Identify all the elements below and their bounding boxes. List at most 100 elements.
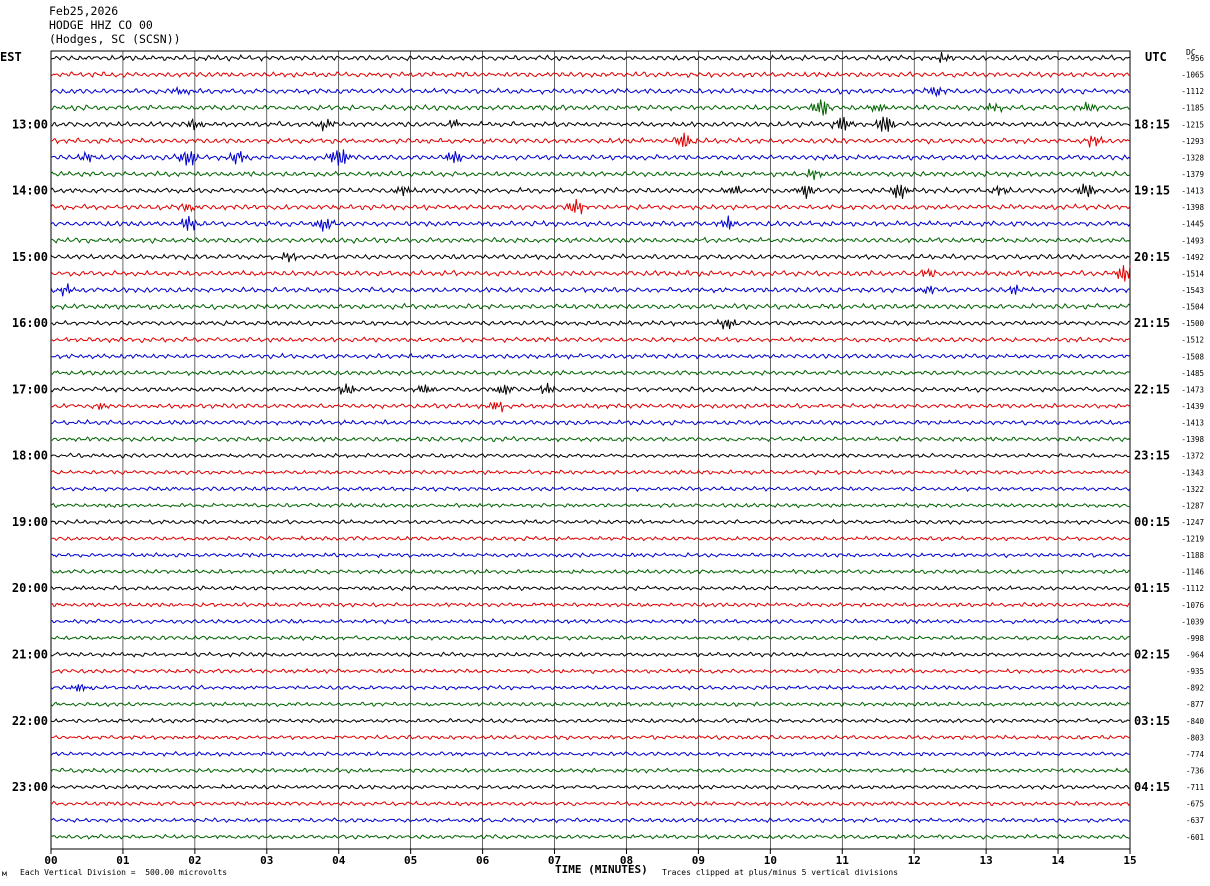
dc-offset-label: -840 bbox=[1186, 717, 1205, 726]
dc-offset-label: -1372 bbox=[1181, 452, 1204, 461]
x-tick-label: 02 bbox=[188, 854, 201, 867]
trace-row bbox=[50, 265, 1131, 282]
est-hour-label: 21:00 bbox=[12, 648, 48, 662]
trace-row bbox=[50, 683, 1131, 693]
dc-offset-label: -803 bbox=[1186, 733, 1204, 742]
trace-row bbox=[50, 369, 1131, 377]
utc-hour-label: 04:15 bbox=[1134, 780, 1170, 794]
dc-offset-label: -1398 bbox=[1181, 435, 1204, 444]
dc-offset-label: -1247 bbox=[1181, 518, 1204, 527]
dc-offset-label: -1287 bbox=[1181, 501, 1204, 510]
dc-offset-label: -1219 bbox=[1181, 535, 1204, 544]
trace-row bbox=[50, 585, 1131, 592]
trace-row bbox=[50, 252, 1131, 263]
dc-offset-label: -1188 bbox=[1181, 551, 1204, 560]
trace-row bbox=[50, 518, 1131, 526]
trace-row bbox=[50, 485, 1131, 493]
x-tick-label: 08 bbox=[620, 854, 633, 867]
est-hour-label: 14:00 bbox=[12, 184, 48, 198]
utc-hour-label: 20:15 bbox=[1134, 250, 1170, 264]
dc-offset-label: -1039 bbox=[1181, 617, 1204, 626]
utc-label: UTC bbox=[1145, 50, 1167, 64]
trace-row bbox=[50, 51, 1131, 63]
trace-row bbox=[50, 767, 1131, 774]
dc-offset-label: -1379 bbox=[1181, 170, 1204, 179]
trace-row bbox=[50, 71, 1131, 79]
trace-row bbox=[51, 601, 1131, 608]
dc-offset-label: -1112 bbox=[1181, 584, 1204, 593]
utc-hour-label: 21:15 bbox=[1134, 316, 1170, 330]
dc-offset-label: -1322 bbox=[1181, 485, 1204, 494]
est-hour-label: 16:00 bbox=[12, 316, 48, 330]
utc-hour-label: 19:15 bbox=[1134, 184, 1170, 198]
dc-offset-label: -1504 bbox=[1181, 303, 1204, 312]
trace-row bbox=[50, 651, 1131, 658]
trace-layer bbox=[50, 51, 1131, 840]
trace-row bbox=[50, 634, 1131, 642]
dc-offset-label: -964 bbox=[1186, 651, 1205, 660]
dc-offset-label: -1543 bbox=[1181, 286, 1204, 295]
header-station: HODGE HHZ CO 00 bbox=[49, 18, 153, 32]
dc-offset-label: -1514 bbox=[1181, 269, 1204, 278]
dc-offset-label: -1065 bbox=[1181, 71, 1204, 80]
x-tick-label: 05 bbox=[404, 854, 417, 867]
trace-row bbox=[50, 302, 1131, 311]
trace-row bbox=[50, 198, 1131, 215]
dc-offset-label: -1413 bbox=[1181, 187, 1204, 196]
trace-row bbox=[50, 469, 1131, 476]
dc-offset-label: -1398 bbox=[1181, 203, 1204, 212]
dc-offset-label: -935 bbox=[1186, 667, 1204, 676]
trace-row bbox=[50, 215, 1131, 232]
dc-offset-label: -1473 bbox=[1181, 385, 1204, 394]
dc-offset-label: -637 bbox=[1186, 816, 1204, 825]
est-hour-label: 15:00 bbox=[12, 250, 48, 264]
dc-offset-label: -877 bbox=[1186, 700, 1204, 709]
utc-hour-label: 22:15 bbox=[1134, 382, 1170, 396]
grid-layer bbox=[50, 50, 1131, 854]
trace-row bbox=[50, 452, 1131, 459]
x-tick-label: 03 bbox=[260, 854, 273, 867]
trace-row bbox=[50, 551, 1131, 559]
x-tick-label: 00 bbox=[44, 854, 57, 867]
x-tick-label: 13 bbox=[980, 854, 993, 867]
utc-hour-label: 18:15 bbox=[1134, 117, 1170, 131]
scale-note: Each Vertical Division = 500.00 microvol… bbox=[20, 868, 228, 877]
dc-offset-label: -711 bbox=[1186, 783, 1204, 792]
trace-row bbox=[50, 418, 1131, 426]
trace-row bbox=[50, 784, 1131, 791]
trace-row bbox=[50, 401, 1131, 413]
est-label: EST bbox=[0, 50, 22, 64]
est-hour-label: 17:00 bbox=[12, 382, 48, 396]
utc-hour-label: 02:15 bbox=[1134, 648, 1170, 662]
est-hour-label: 13:00 bbox=[12, 117, 48, 131]
utc-hour-label: 23:15 bbox=[1134, 449, 1170, 463]
est-hour-label: 18:00 bbox=[12, 449, 48, 463]
dc-offset-label: -1293 bbox=[1181, 137, 1204, 146]
dc-offset-label: -1508 bbox=[1181, 352, 1204, 361]
dc-offset-label: -1146 bbox=[1181, 568, 1204, 577]
dc-offset-label: -1328 bbox=[1181, 153, 1204, 162]
trace-row bbox=[50, 618, 1131, 625]
trace-row bbox=[50, 99, 1131, 116]
dc-offset-label: -774 bbox=[1186, 750, 1205, 759]
trace-row bbox=[50, 750, 1131, 758]
dc-offset-label: -1439 bbox=[1181, 402, 1204, 411]
trace-row bbox=[51, 116, 1131, 132]
x-tick-label: 01 bbox=[116, 854, 130, 867]
corner-mark: м bbox=[2, 869, 7, 878]
trace-row bbox=[50, 236, 1131, 245]
header-location: (Hodges, SC (SCSN)) bbox=[49, 32, 181, 46]
trace-row bbox=[50, 352, 1131, 360]
dc-offset-label: -1493 bbox=[1181, 236, 1204, 245]
trace-row bbox=[50, 817, 1131, 824]
dc-offset-label: -1500 bbox=[1181, 319, 1204, 328]
dc-offset-label: -892 bbox=[1186, 684, 1204, 693]
label-layer: 00 01 02 03 04 05 06 07 08 09 10 11 12 13 14 15 -956 -106… bbox=[12, 54, 1205, 867]
est-hour-label: 20:00 bbox=[12, 581, 48, 595]
dc-offset-label: -998 bbox=[1186, 634, 1205, 643]
trace-row bbox=[50, 168, 1131, 180]
dc-offset-label: -1343 bbox=[1181, 468, 1204, 477]
dc-label: DC bbox=[1186, 48, 1196, 57]
x-tick-label: 04 bbox=[332, 854, 346, 867]
trace-row bbox=[50, 149, 1131, 166]
